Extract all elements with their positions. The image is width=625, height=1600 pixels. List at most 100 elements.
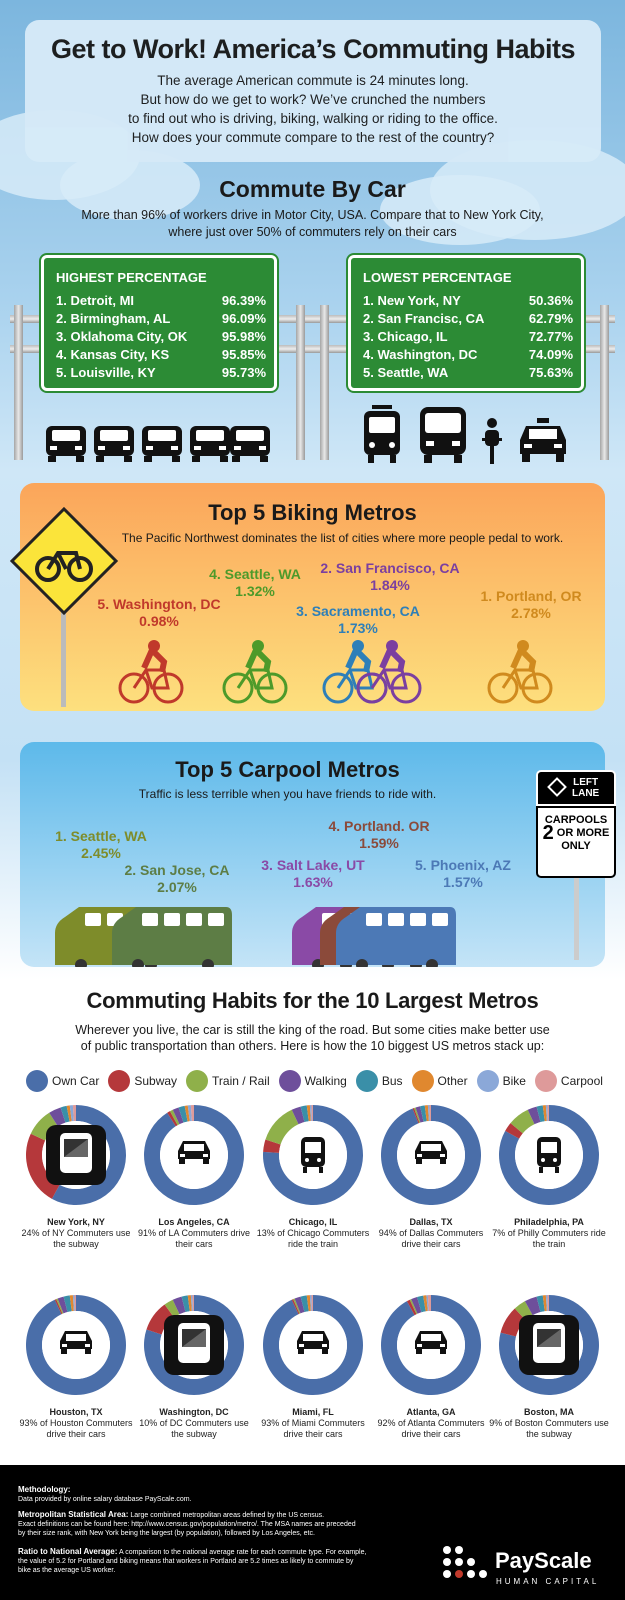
carpool-subtitle: Traffic is less terrible when you have f… bbox=[138, 787, 437, 801]
legend-swatch bbox=[534, 1070, 557, 1092]
car-section-subtitle: More than 96% of workers drive in Motor … bbox=[0, 207, 625, 241]
car-front-icon bbox=[46, 426, 86, 462]
bike-label-washington: 5. Washington, DC 0.98% bbox=[94, 596, 224, 630]
donut-chart bbox=[144, 1105, 244, 1205]
metro-name: Houston, TX bbox=[49, 1407, 103, 1417]
donut-chart bbox=[26, 1295, 127, 1395]
car-front-icon bbox=[94, 426, 134, 462]
carpool-label-seattle: 1. Seattle, WA 2.45% bbox=[36, 828, 166, 862]
donut-slice bbox=[26, 1295, 127, 1395]
sign-post bbox=[574, 870, 579, 960]
legend-label: Other bbox=[437, 1074, 468, 1088]
donut-slice bbox=[190, 1295, 193, 1312]
city-value: 74.09% bbox=[528, 347, 573, 362]
subtitle-line: of public transportation than others. He… bbox=[80, 1039, 545, 1053]
donut-slice bbox=[381, 1295, 481, 1395]
sign-text: LEFT bbox=[573, 777, 599, 788]
metro-name: New York, NY bbox=[47, 1217, 105, 1227]
footer-text: by their size rank, with New York being … bbox=[18, 1530, 315, 1537]
sign-heading: HIGHEST PERCENTAGE bbox=[56, 270, 207, 285]
taxi-front-icon bbox=[520, 418, 566, 462]
car-icon bbox=[60, 1331, 92, 1354]
legend-swatch bbox=[278, 1070, 301, 1092]
legend-item: Other bbox=[411, 1070, 468, 1092]
bike-label-portland: 1. Portland, OR 2.78% bbox=[466, 588, 596, 622]
donut-slice bbox=[406, 1299, 417, 1316]
city-value: 50.36% bbox=[528, 293, 573, 308]
brand-name: PayScale bbox=[495, 1548, 592, 1573]
cyclist-icon bbox=[322, 640, 388, 704]
city-value: 95.85% bbox=[221, 347, 266, 362]
metro-name: 2. San Jose, CA bbox=[124, 862, 230, 878]
sign-row: 5. Louisville, KY 95.73% bbox=[56, 365, 266, 380]
legend-item: Walking bbox=[278, 1070, 347, 1092]
carpool-label-phoenix: 5. Phoenix, AZ 1.57% bbox=[398, 857, 528, 891]
carpool-label-portland: 4. Portland. OR 1.59% bbox=[314, 818, 444, 852]
subtitle-line: where just over 50% of commuters rely on… bbox=[168, 225, 457, 239]
sign-row: 5. Seattle, WA 75.63% bbox=[363, 365, 573, 380]
donut-slice bbox=[300, 1105, 309, 1123]
donut-slice bbox=[527, 1106, 541, 1125]
metro-name: Boston, MA bbox=[524, 1407, 574, 1417]
donut-slice bbox=[424, 1105, 429, 1122]
lowest-percentage-sign: LOWEST PERCENTAGE 1. New York, NY 50.36% … bbox=[348, 255, 584, 391]
car-icon bbox=[415, 1141, 447, 1164]
donut-slice bbox=[423, 1295, 428, 1312]
carpool-lane-sign: LEFT LANE CARPOOLS 2 OR MORE ONLY bbox=[536, 770, 616, 960]
donut-slice bbox=[49, 1107, 66, 1127]
donut-slice bbox=[144, 1105, 244, 1205]
subway-icon bbox=[46, 1125, 106, 1185]
donut-slice bbox=[409, 1299, 418, 1315]
metro-name: 2. San Francisco, CA bbox=[320, 560, 460, 576]
donut-slice bbox=[429, 1105, 431, 1122]
donut-slice bbox=[427, 1105, 430, 1122]
donut-chart bbox=[381, 1105, 481, 1205]
bike-label-sacramento: 3. Sacramento, CA 1.73% bbox=[288, 603, 428, 637]
donut-slice bbox=[291, 1106, 305, 1125]
donut-slice bbox=[536, 1105, 545, 1123]
bus-front-icon bbox=[420, 407, 466, 463]
footer-text: bike as the average US worker. bbox=[18, 1567, 116, 1574]
metro-value: 1.84% bbox=[370, 577, 410, 593]
metro-caption: Washington, DC 10% of DC Commuters use th… bbox=[134, 1407, 254, 1440]
carpool-label-sanjose: 2. San Jose, CA 2.07% bbox=[112, 862, 242, 896]
donut-chart bbox=[381, 1295, 481, 1395]
donut-slice bbox=[30, 1112, 58, 1141]
car-icon bbox=[178, 1141, 210, 1164]
gantry-pole bbox=[14, 305, 23, 460]
intro-line: But how do we get to work? We’ve crunche… bbox=[140, 92, 486, 107]
donut-slice bbox=[426, 1295, 429, 1312]
donut-slice bbox=[187, 1295, 192, 1312]
metro-name: 5. Phoenix, AZ bbox=[415, 857, 511, 873]
donut-slice bbox=[309, 1295, 312, 1312]
donut-slice bbox=[420, 1105, 427, 1122]
subtitle-line: Wherever you live, the car is still the … bbox=[75, 1023, 550, 1037]
donut-slice bbox=[499, 1105, 599, 1205]
chart-legend: Own Car Subway Train / Rail Walking Bus Other… bbox=[26, 1070, 612, 1092]
legend-swatch bbox=[355, 1070, 378, 1092]
bike-label-seattle: 4. Seattle, WA 1.32% bbox=[195, 566, 315, 600]
intro-panel: Get to Work! America’s Commuting Habits … bbox=[25, 20, 601, 162]
footer-heading: Ratio to National Average: bbox=[18, 1547, 118, 1556]
sign-row: 3. Chicago, IL 72.77% bbox=[363, 329, 573, 344]
footer-text: A comparison to the national average rat… bbox=[118, 1549, 367, 1556]
donut-slice bbox=[291, 1299, 300, 1315]
donut-slice bbox=[172, 1296, 186, 1315]
city-name: 2. San Francisc, CA bbox=[363, 311, 485, 326]
city-value: 96.39% bbox=[221, 293, 266, 308]
intro-text: The average American commute is 24 minut… bbox=[25, 71, 601, 147]
donut-slice bbox=[265, 1109, 299, 1145]
donut-slice bbox=[164, 1299, 180, 1318]
donut-slice bbox=[60, 1105, 70, 1123]
metro-caption: Dallas, TX 94% of Dallas Commuters drive … bbox=[371, 1217, 491, 1250]
donut-slice bbox=[74, 1295, 76, 1312]
donut-slice bbox=[414, 1107, 421, 1124]
metro-caption-text: 93% of Houston Commuters drive their car… bbox=[19, 1418, 133, 1439]
donut-slice bbox=[72, 1295, 75, 1312]
metro-value: 2.45% bbox=[81, 845, 121, 861]
donut-slice bbox=[167, 1111, 178, 1127]
donut-slice bbox=[293, 1298, 301, 1314]
cyclist-front-icon bbox=[482, 418, 502, 464]
train-icon bbox=[301, 1137, 325, 1173]
city-value: 62.79% bbox=[528, 311, 573, 326]
